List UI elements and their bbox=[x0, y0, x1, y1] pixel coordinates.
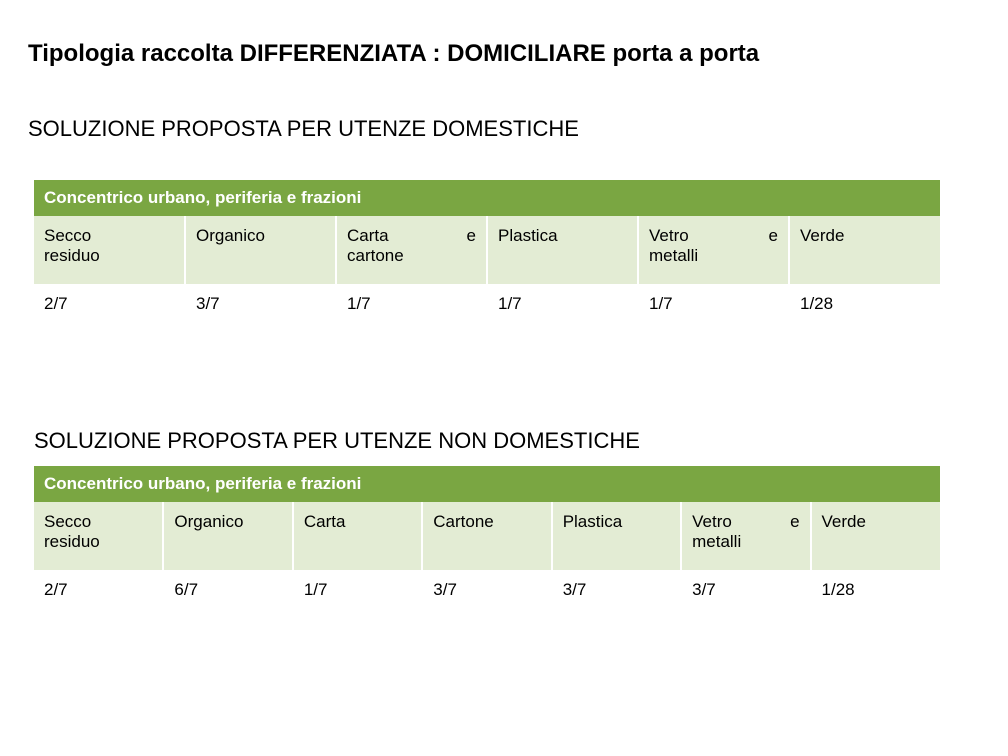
table-value-cell: 1/7 bbox=[487, 284, 638, 336]
table1-labels-row: SeccoresiduoOrganicoCartaecartonePlastic… bbox=[34, 216, 940, 284]
table-value-cell: 3/7 bbox=[422, 570, 551, 622]
table-value-cell: 1/7 bbox=[336, 284, 487, 336]
table-column-label: Organico bbox=[185, 216, 336, 284]
table-value-cell: 2/7 bbox=[34, 570, 163, 622]
table-column-label: Verde bbox=[789, 216, 940, 284]
table-value-cell: 2/7 bbox=[34, 284, 185, 336]
table-value-cell: 3/7 bbox=[681, 570, 810, 622]
table1-wrap: Concentrico urbano, periferia e frazioni… bbox=[34, 180, 940, 336]
table-value-cell: 3/7 bbox=[552, 570, 681, 622]
section2-heading: SOLUZIONE PROPOSTA PER UTENZE NON DOMEST… bbox=[34, 428, 980, 454]
table-column-label: Plastica bbox=[552, 502, 681, 570]
table1: Concentrico urbano, periferia e frazioni… bbox=[34, 180, 940, 336]
table2-wrap: Concentrico urbano, periferia e frazioni… bbox=[34, 466, 940, 622]
table-column-label: Organico bbox=[163, 502, 292, 570]
table2-labels-row: SeccoresiduoOrganicoCartaCartonePlastica… bbox=[34, 502, 940, 570]
table-column-label: Plastica bbox=[487, 216, 638, 284]
table2-values-row: 2/76/71/73/73/73/71/28 bbox=[34, 570, 940, 622]
table-column-label: Vetroemetalli bbox=[681, 502, 810, 570]
table-value-cell: 6/7 bbox=[163, 570, 292, 622]
table2-header-row: Concentrico urbano, periferia e frazioni bbox=[34, 466, 940, 502]
table-column-label: Cartaecartone bbox=[336, 216, 487, 284]
table-value-cell: 1/7 bbox=[293, 570, 422, 622]
table2: Concentrico urbano, periferia e frazioni… bbox=[34, 466, 940, 622]
table-column-label: Carta bbox=[293, 502, 422, 570]
table-value-cell: 1/28 bbox=[811, 570, 940, 622]
table-value-cell: 1/28 bbox=[789, 284, 940, 336]
table-column-label: Seccoresiduo bbox=[34, 502, 163, 570]
table-header-cell: Concentrico urbano, periferia e frazioni bbox=[34, 466, 940, 502]
table-value-cell: 3/7 bbox=[185, 284, 336, 336]
page: Tipologia raccolta DIFFERENZIATA : DOMIC… bbox=[0, 0, 1008, 642]
table-header-cell: Concentrico urbano, periferia e frazioni bbox=[34, 180, 940, 216]
table-column-label: Verde bbox=[811, 502, 940, 570]
table1-values-row: 2/73/71/71/71/71/28 bbox=[34, 284, 940, 336]
table1-header-row: Concentrico urbano, periferia e frazioni bbox=[34, 180, 940, 216]
section1-heading: SOLUZIONE PROPOSTA PER UTENZE DOMESTICHE bbox=[28, 116, 980, 142]
table-column-label: Seccoresiduo bbox=[34, 216, 185, 284]
table-column-label: Vetroemetalli bbox=[638, 216, 789, 284]
table-column-label: Cartone bbox=[422, 502, 551, 570]
table-value-cell: 1/7 bbox=[638, 284, 789, 336]
page-title: Tipologia raccolta DIFFERENZIATA : DOMIC… bbox=[28, 40, 980, 68]
